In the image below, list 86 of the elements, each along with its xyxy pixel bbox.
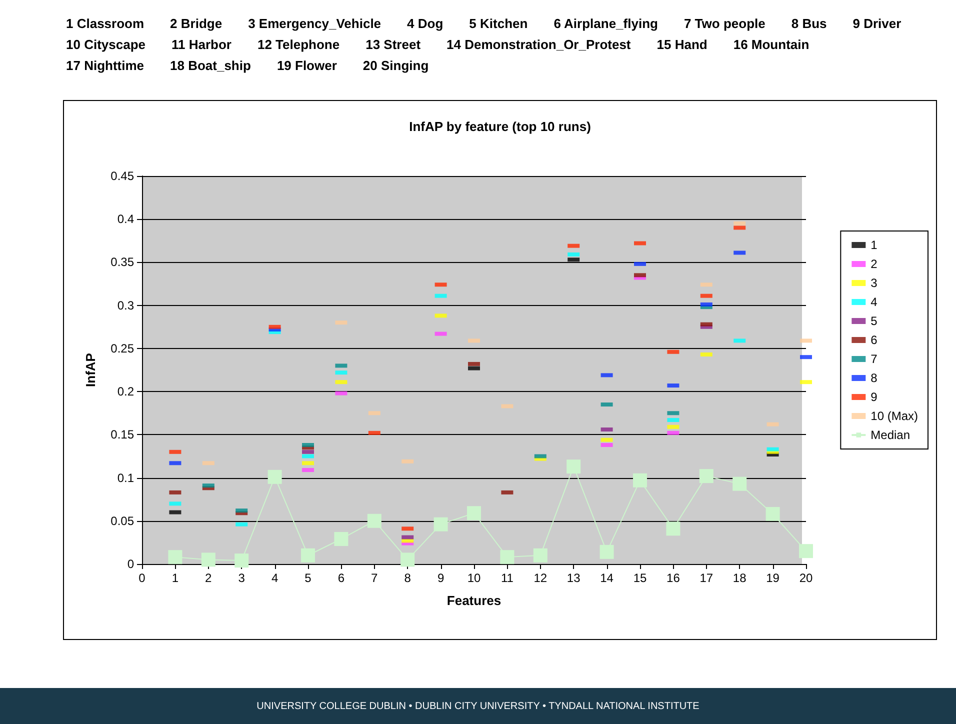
point: [367, 514, 382, 528]
legend-label: 9: [870, 390, 878, 404]
y-tick-label: 0.45: [110, 169, 134, 183]
text: 20 Singing: [362, 58, 429, 73]
x-tick-label: 11: [500, 571, 514, 585]
legend-label: 8: [870, 371, 878, 385]
text: 5 Kitchen: [469, 16, 528, 31]
y-tick-label: 0.05: [110, 514, 134, 528]
point: [434, 517, 448, 532]
point: [334, 532, 348, 546]
x-tick-label: 20: [799, 571, 813, 585]
y-tick-label: 0: [127, 557, 134, 571]
text: 11 Harbor: [172, 37, 232, 52]
legend-label: 3: [870, 276, 878, 290]
legend-label: 5: [870, 314, 878, 328]
text: 8 Bus: [791, 16, 827, 31]
point: [467, 506, 481, 520]
y-tick-label: 0.2: [117, 384, 134, 399]
y-tick-label: 0.35: [110, 255, 134, 270]
text: 19 Flower: [276, 58, 337, 73]
point: [666, 522, 680, 536]
text: 4 Dog: [407, 16, 444, 31]
text: 6 Airplane_flying: [554, 16, 658, 31]
point: [566, 460, 581, 474]
point: [400, 552, 415, 567]
x-tick-label: 10: [467, 571, 481, 585]
legend-label: 7: [870, 352, 878, 366]
text: 12 Telephone: [257, 37, 340, 52]
x-tick-label: 13: [566, 571, 581, 585]
text: 17 Nighttime: [66, 58, 144, 73]
y-axis-title: InfAP: [83, 352, 98, 387]
y-tick-label: 0.4: [117, 212, 134, 226]
x-tick-label: 14: [600, 571, 614, 585]
x-tick-label: 7: [371, 571, 378, 585]
x-tick-label: 6: [338, 571, 345, 585]
point: [201, 552, 216, 567]
x-tick-label: 12: [534, 571, 548, 585]
text: 7 Two people: [684, 16, 766, 31]
point: [766, 506, 780, 521]
text: 14 Demonstration_Or_Protest: [446, 37, 631, 52]
point: [533, 548, 548, 562]
text: 16 Mountain: [733, 37, 810, 52]
x-axis-title: Features: [446, 593, 502, 608]
legend-label: 10 (Max): [870, 409, 918, 423]
x-tick-label: 2: [205, 571, 212, 585]
point: [301, 548, 315, 562]
x-tick-label: 16: [666, 571, 680, 585]
point: [732, 476, 747, 491]
text: 3 Emergency_Vehicle: [248, 16, 382, 31]
point: [633, 473, 647, 488]
y-tick-label: 0.15: [110, 428, 134, 442]
text: 10 Cityscape: [66, 37, 146, 52]
text: 18 Boat_ship: [170, 58, 251, 73]
x-tick-label: 18: [732, 571, 747, 585]
x-tick-label: 17: [700, 571, 714, 585]
point: [500, 550, 514, 564]
point: [234, 554, 249, 568]
text: 9 Driver: [852, 16, 902, 31]
legend-label: 2: [870, 257, 878, 271]
x-tick-label: 15: [633, 571, 647, 585]
legend-label: 1: [870, 238, 878, 252]
chart-title: InfAP by feature (top 10 runs): [409, 119, 591, 134]
x-tick-label: 8: [404, 571, 412, 585]
x-tick-label: 9: [437, 571, 444, 585]
text: 1 Classroom: [66, 16, 144, 31]
point: [268, 470, 282, 484]
x-tick-label: 5: [304, 571, 312, 585]
text: UNIVERSITY COLLEGE DUBLIN • DUBLIN CITY UNIVERSITY • TYNDALL NATIONAL INSTITUTE: [0, 688, 956, 724]
point: [799, 544, 813, 558]
point: [600, 544, 614, 559]
legend-label: 4: [870, 295, 878, 309]
point: [168, 550, 182, 564]
x-tick-label: 4: [271, 571, 278, 585]
x-tick-label: 3: [238, 571, 246, 585]
text: 13 Street: [366, 37, 421, 52]
point: [699, 469, 714, 484]
x-tick-label: 1: [172, 571, 179, 585]
legend-label: 6: [870, 333, 878, 347]
legend-label: Median: [870, 428, 910, 442]
y-tick-label: 0.25: [110, 341, 134, 356]
text: 2 Bridge: [170, 16, 222, 31]
y-tick-label: 0.3: [117, 298, 134, 312]
text: 15 Hand: [656, 37, 708, 52]
x-tick-label: 0: [138, 571, 146, 585]
y-tick-label: 0.1: [117, 470, 134, 485]
x-tick-label: 19: [766, 571, 780, 585]
